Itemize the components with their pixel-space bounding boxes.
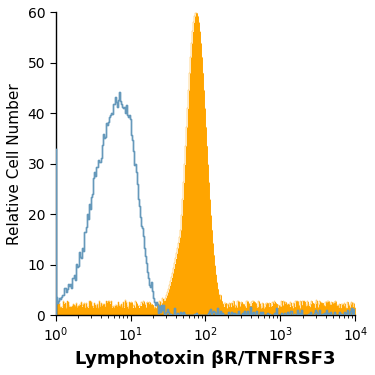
X-axis label: Lymphotoxin βR/TNFRSF3: Lymphotoxin βR/TNFRSF3 [75,350,336,368]
Y-axis label: Relative Cell Number: Relative Cell Number [7,83,22,245]
